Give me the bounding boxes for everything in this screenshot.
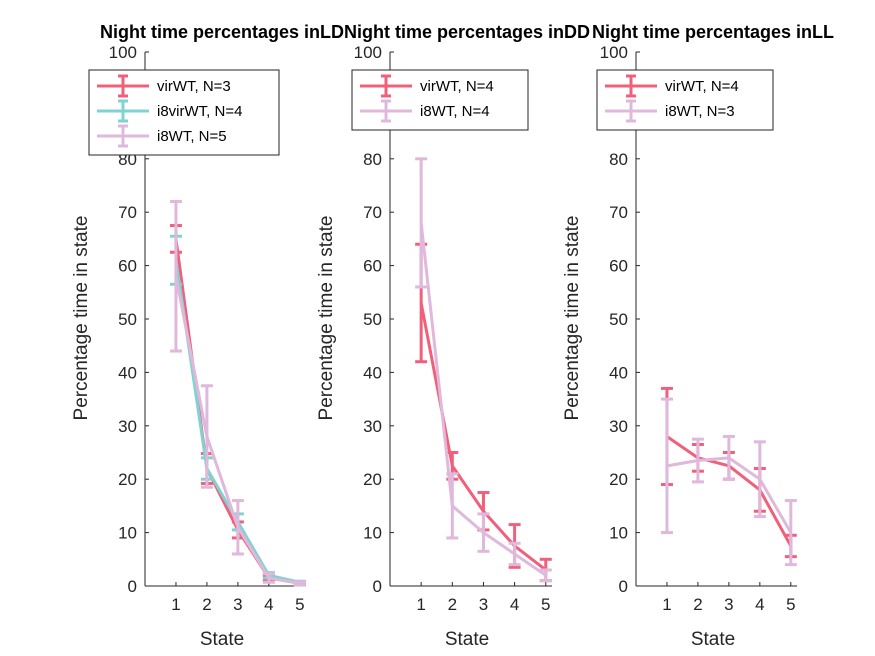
y-tick-label: 20 — [609, 470, 628, 489]
y-tick-label: 80 — [609, 150, 628, 169]
x-tick-label: 5 — [541, 595, 550, 614]
y-tick-label: 40 — [118, 363, 137, 382]
y-tick-label: 60 — [363, 257, 382, 276]
x-tick-label: 4 — [264, 595, 273, 614]
y-tick-label: 70 — [363, 203, 382, 222]
y-tick-label: 70 — [118, 203, 137, 222]
legend-label: virWT, N=3 — [157, 78, 231, 95]
x-axis-label: State — [200, 629, 244, 650]
x-tick-label: 5 — [786, 595, 795, 614]
y-tick-label: 100 — [354, 43, 382, 62]
chart-title: Night time percentages inDD — [344, 22, 590, 42]
y-tick-label: 40 — [609, 363, 628, 382]
chart-panel-ld: Night time percentages inLD State Percen… — [71, 22, 344, 650]
y-tick-label: 50 — [609, 310, 628, 329]
y-axis-label: Percentage time in state — [71, 216, 92, 421]
y-tick-label: 0 — [373, 577, 382, 596]
chart-title: Night time percentages inLD — [100, 22, 344, 42]
x-tick-label: 2 — [448, 595, 457, 614]
x-tick-label: 3 — [724, 595, 733, 614]
y-tick-label: 20 — [118, 470, 137, 489]
y-tick-label: 80 — [363, 150, 382, 169]
y-tick-label: 0 — [619, 577, 628, 596]
y-tick-label: 70 — [609, 203, 628, 222]
legend-label: virWT, N=4 — [665, 78, 739, 95]
y-tick-label: 20 — [363, 470, 382, 489]
y-axis-label: Percentage time in state — [562, 216, 583, 421]
x-tick-label: 2 — [693, 595, 702, 614]
chart-panel-ll: Night time percentages inLL State Percen… — [562, 22, 834, 650]
y-tick-label: 10 — [609, 524, 628, 543]
y-tick-label: 30 — [363, 417, 382, 436]
x-tick-label: 2 — [202, 595, 211, 614]
x-tick-label: 1 — [416, 595, 425, 614]
x-tick-label: 1 — [171, 595, 180, 614]
x-tick-label: 4 — [510, 595, 519, 614]
y-tick-label: 10 — [118, 524, 137, 543]
x-tick-label: 4 — [755, 595, 764, 614]
legend-label: i8WT, N=4 — [420, 103, 490, 120]
x-tick-label: 5 — [295, 595, 304, 614]
y-tick-label: 100 — [600, 43, 628, 62]
y-tick-label: 60 — [118, 257, 137, 276]
legend-label: virWT, N=4 — [420, 78, 494, 95]
y-tick-label: 60 — [609, 257, 628, 276]
x-axis-label: State — [445, 629, 489, 650]
x-tick-label: 3 — [233, 595, 242, 614]
y-axis-label: Percentage time in state — [316, 216, 337, 421]
y-tick-label: 50 — [118, 310, 137, 329]
y-tick-label: 40 — [363, 363, 382, 382]
x-tick-label: 3 — [479, 595, 488, 614]
y-tick-label: 30 — [118, 417, 137, 436]
y-tick-label: 30 — [609, 417, 628, 436]
y-tick-label: 0 — [128, 577, 137, 596]
legend-label: i8WT, N=3 — [665, 103, 735, 120]
y-tick-label: 100 — [109, 43, 137, 62]
y-tick-label: 50 — [363, 310, 382, 329]
y-tick-label: 10 — [363, 524, 382, 543]
x-axis-label: State — [691, 629, 735, 650]
chart-title: Night time percentages inLL — [592, 22, 834, 42]
x-tick-label: 1 — [662, 595, 671, 614]
chart-panel-dd: Night time percentages inDD State Percen… — [316, 22, 590, 650]
legend-label: i8virWT, N=4 — [157, 103, 242, 120]
legend-label: i8WT, N=5 — [157, 128, 227, 145]
